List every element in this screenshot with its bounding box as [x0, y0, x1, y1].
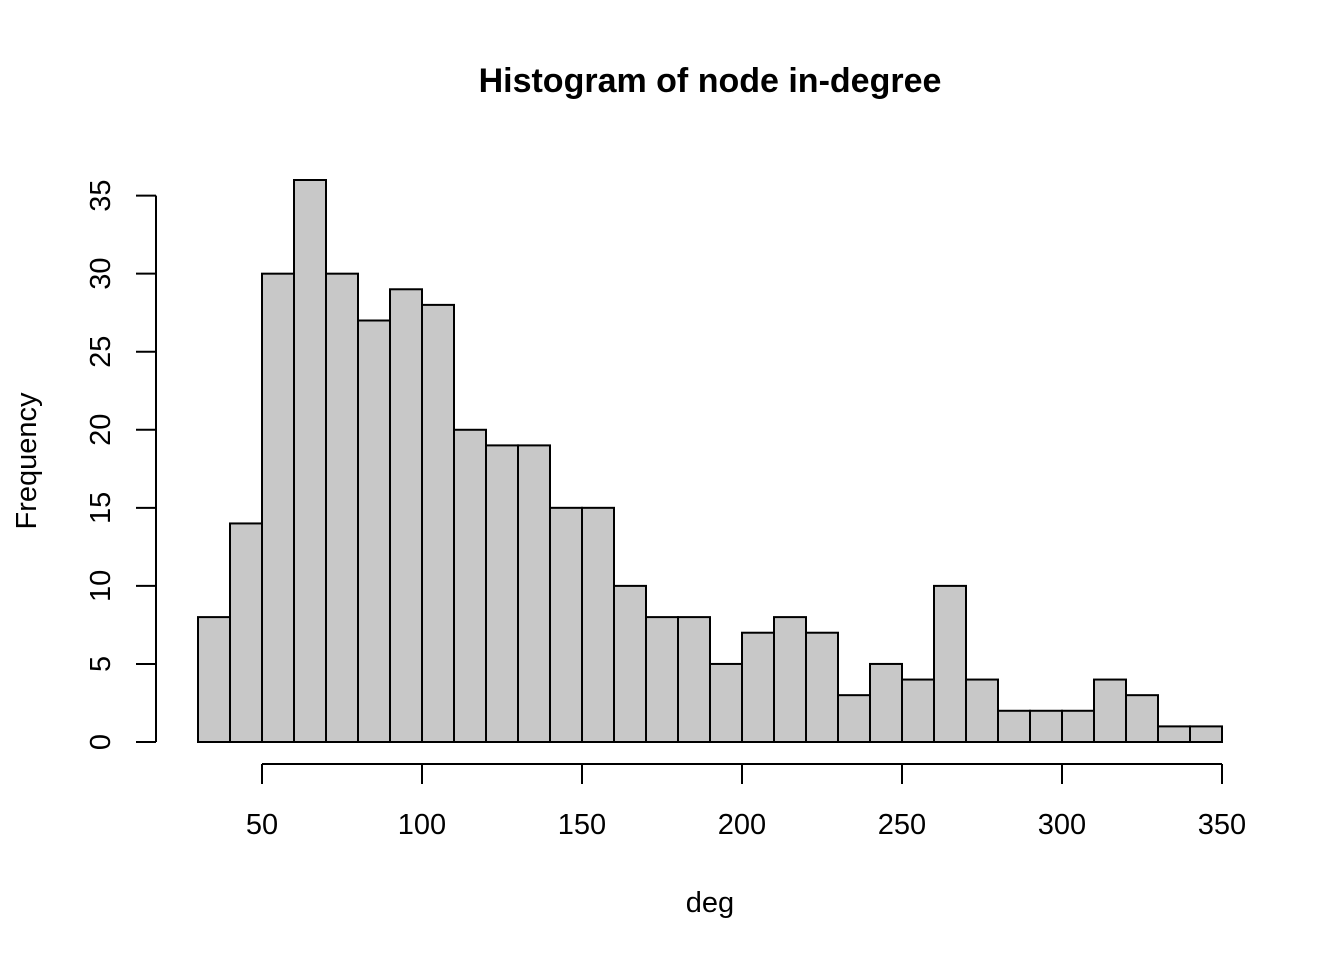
histogram-bar — [517, 444, 551, 743]
y-tick-label: 15 — [85, 492, 117, 524]
histogram-bar — [261, 272, 295, 743]
histogram-bar — [1189, 725, 1223, 744]
histogram-bar — [997, 709, 1031, 743]
x-tick-label: 350 — [1198, 809, 1246, 841]
histogram-bar — [709, 662, 743, 744]
histogram-bar — [1029, 709, 1063, 743]
x-axis-label: deg — [686, 887, 734, 919]
histogram-bar — [293, 179, 327, 743]
histogram-bar — [677, 616, 711, 743]
histogram-bar — [581, 506, 615, 744]
histogram-bar — [549, 506, 583, 744]
y-tick-label: 30 — [85, 258, 117, 290]
histogram-bar — [645, 616, 679, 743]
histogram-bar — [613, 584, 647, 744]
y-tick-label: 10 — [85, 570, 117, 602]
histogram-bar — [901, 678, 935, 743]
y-tick-label: 5 — [85, 656, 117, 672]
histogram-bar — [421, 303, 455, 743]
y-axis: 0 5 10 15 20 25 30 35 — [85, 179, 157, 750]
bars-group — [197, 179, 1223, 744]
histogram-bar — [325, 272, 359, 743]
histogram-bar — [869, 662, 903, 744]
histogram-bar — [1157, 725, 1191, 744]
histogram-bar — [453, 428, 487, 743]
x-tick-label: 150 — [558, 809, 606, 841]
x-tick-label: 50 — [246, 809, 278, 841]
y-tick-label: 25 — [85, 336, 117, 368]
x-tick-label: 300 — [1038, 809, 1086, 841]
histogram-bar — [485, 444, 519, 743]
histogram-bar — [1061, 709, 1095, 743]
y-tick-label: 20 — [85, 414, 117, 446]
histogram-bar — [229, 522, 263, 744]
histogram-bar — [773, 616, 807, 743]
histogram-bar — [933, 584, 967, 744]
histogram-bar — [357, 319, 391, 743]
histogram-bar — [965, 678, 999, 743]
histogram-bar — [805, 631, 839, 744]
histogram-bar — [197, 616, 231, 743]
x-axis: 50 100 150 200 250 300 350 — [246, 763, 1246, 841]
y-tick-label: 0 — [85, 734, 117, 750]
histogram-bar — [389, 288, 423, 743]
histogram-bar — [741, 631, 775, 744]
chart-title: Histogram of node in-degree — [479, 62, 942, 100]
x-tick-label: 100 — [398, 809, 446, 841]
histogram-bar — [1093, 678, 1127, 743]
x-tick-label: 200 — [718, 809, 766, 841]
y-axis-label: Frequency — [11, 392, 43, 530]
x-tick-label: 250 — [878, 809, 926, 841]
histogram-bar — [837, 694, 871, 744]
histogram-bar — [1125, 694, 1159, 744]
y-tick-label: 35 — [85, 179, 117, 211]
